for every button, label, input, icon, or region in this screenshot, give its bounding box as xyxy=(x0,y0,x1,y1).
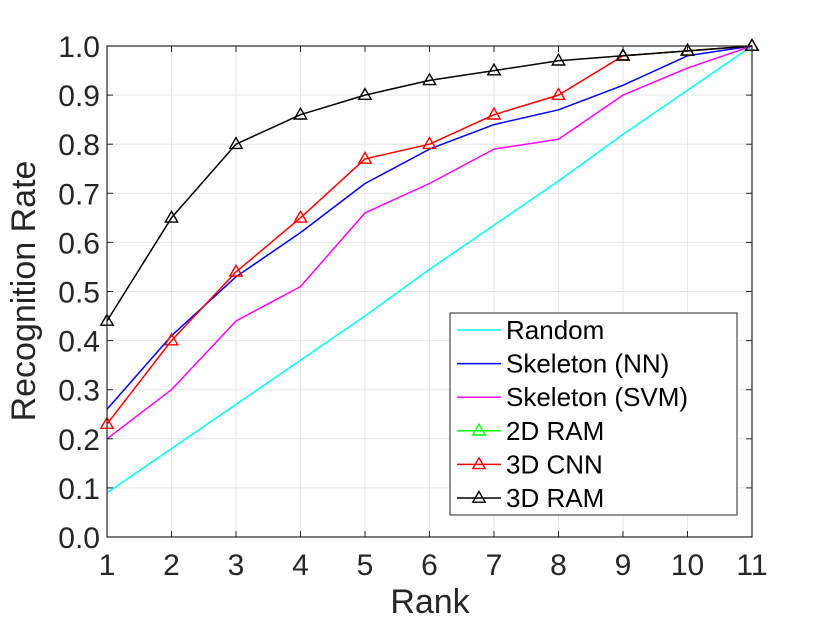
legend-label-3d-ram: 3D RAM xyxy=(506,483,604,513)
y-tick-label: 1.0 xyxy=(58,31,100,64)
y-axis-title: Recognition Rate xyxy=(5,161,43,422)
series-line-skeleton-nn xyxy=(106,45,753,410)
legend-marker-2d-ram xyxy=(471,422,487,436)
data-point-3d-cnn xyxy=(551,87,566,101)
data-point-3d-cnn xyxy=(228,264,244,277)
data-point-3d-ram xyxy=(422,72,437,86)
series-line-3d-ram xyxy=(106,45,753,322)
data-point-3d-ram xyxy=(293,106,308,120)
data-point-3d-ram xyxy=(486,62,502,76)
data-point-3d-cnn xyxy=(164,332,179,346)
legend-marker-3d-cnn xyxy=(471,456,487,470)
legend-box xyxy=(449,312,738,516)
x-tick-label: 8 xyxy=(550,549,567,582)
legend-label-2d-ram: 2D RAM xyxy=(506,416,604,446)
data-point-3d-ram xyxy=(164,209,179,223)
x-tick-label: 3 xyxy=(228,549,245,582)
x-tick-labels: 1 2 3 4 5 6 7 8 9 10 11 xyxy=(99,549,768,582)
legend-label-3d-cnn: 3D CNN xyxy=(506,449,603,479)
series-line-random xyxy=(106,45,753,494)
y-tick-labels: 0.0 0.1 0.2 0.3 0.4 0.5 0.6 0.7 0.8 0.9 1.0 xyxy=(58,31,100,555)
y-tick-label: 0.0 xyxy=(58,522,100,555)
data-point-3d-ram xyxy=(551,52,566,66)
x-axis-title: Rank xyxy=(390,583,470,621)
y-tick-label: 0.6 xyxy=(58,227,100,260)
x-tick-label: 1 xyxy=(99,549,116,582)
y-tick-label: 0.8 xyxy=(58,129,100,162)
x-tick-label: 4 xyxy=(292,549,309,582)
data-point-3d-ram xyxy=(615,47,631,61)
x-tick-label: 10 xyxy=(671,549,704,582)
y-tick-label: 0.1 xyxy=(58,473,100,506)
data-point-3d-cnn xyxy=(357,150,373,164)
data-point-3d-cnn xyxy=(486,106,502,120)
legend-label-skeleton-svm: Skeleton (SVM) xyxy=(506,382,688,412)
series-line-skeleton-svm xyxy=(106,45,753,440)
series-lines xyxy=(106,45,753,494)
x-tick-label: 5 xyxy=(357,549,374,582)
data-point-3d-ram xyxy=(680,43,695,56)
x-tick-label: 11 xyxy=(736,549,767,582)
data-point-3d-ram xyxy=(357,87,373,101)
y-tick-label: 0.2 xyxy=(58,424,100,457)
data-point-3d-ram xyxy=(228,136,244,150)
y-tick-label: 0.5 xyxy=(58,277,100,310)
y-tick-label: 0.7 xyxy=(58,178,100,211)
y-tick-label: 0.9 xyxy=(58,80,100,113)
data-point-3d-cnn xyxy=(422,136,437,150)
y-tick-label: 0.3 xyxy=(58,375,100,408)
data-point-3d-cnn xyxy=(293,209,308,223)
legend-label-skeleton-nn: Skeleton (NN) xyxy=(506,349,669,379)
x-tick-label: 9 xyxy=(615,549,632,582)
legend-label-random: Random xyxy=(506,315,604,345)
axis-ticks xyxy=(106,45,753,538)
x-tick-label: 7 xyxy=(486,549,503,582)
x-tick-label: 6 xyxy=(421,549,438,582)
legend-marker-3d-ram xyxy=(471,490,487,503)
y-tick-label: 0.4 xyxy=(58,326,100,359)
x-tick-label: 2 xyxy=(163,549,180,582)
